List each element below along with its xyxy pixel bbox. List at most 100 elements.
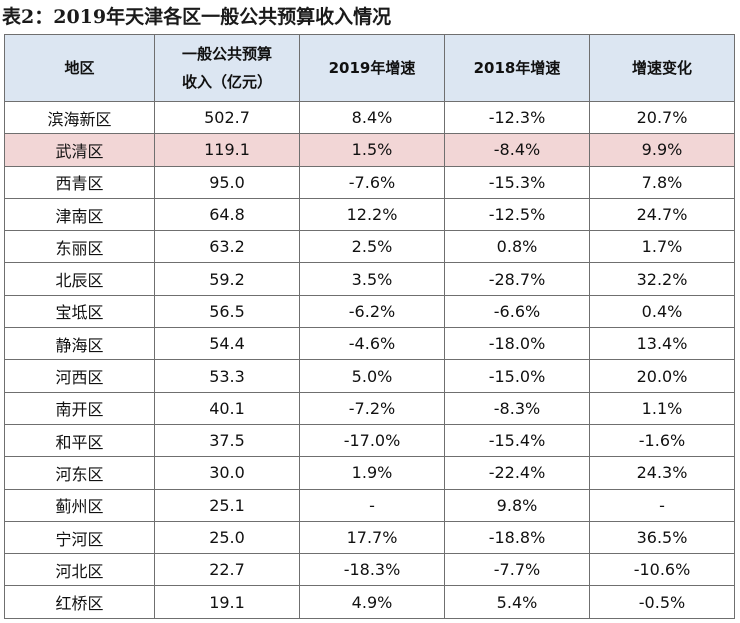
header-row: 地区 一般公共预算 收入（亿元） 2019年增速 2018年增速 增速变化	[4, 34, 735, 102]
cell-growth-2018: -15.3%	[444, 165, 590, 199]
cell-revenue: 63.2	[154, 230, 300, 264]
cell-district: 东丽区	[4, 230, 155, 264]
cell-growth-2018: -12.5%	[444, 197, 590, 232]
header-growth-2018: 2018年增速	[444, 34, 590, 102]
cell-growth-2018: -12.3%	[444, 100, 590, 135]
cell-revenue: 54.4	[154, 327, 300, 361]
cell-revenue: 59.2	[154, 262, 300, 296]
cell-growth-2019: 1.9%	[299, 456, 445, 490]
cell-growth-2018: 9.8%	[444, 488, 590, 522]
table-title: 表2：2019年天津各区一般公共预算收入情况	[2, 6, 392, 28]
table-row: 静海区 54.4 -4.6% -18.0% 13.4%	[4, 327, 735, 361]
cell-district: 北辰区	[4, 262, 155, 296]
table-row: 河西区 53.3 5.0% -15.0% 20.0%	[4, 359, 735, 393]
cell-growth-2019: 5.0%	[299, 359, 445, 393]
table-row: 河东区 30.0 1.9% -22.4% 24.3%	[4, 456, 735, 490]
cell-growth-2018: -8.4%	[444, 133, 590, 167]
cell-growth-change: -10.6%	[589, 553, 735, 587]
cell-growth-2018: 0.8%	[444, 230, 590, 264]
cell-revenue: 95.0	[154, 165, 300, 199]
cell-growth-2019: 1.5%	[299, 133, 445, 167]
cell-district: 武清区	[4, 133, 155, 167]
table-row: 北辰区 59.2 3.5% -28.7% 32.2%	[4, 262, 735, 296]
cell-growth-change: -0.5%	[589, 585, 735, 619]
header-growth-change: 增速变化	[589, 34, 735, 102]
cell-growth-2018: -22.4%	[444, 456, 590, 490]
cell-growth-2019: -18.3%	[299, 553, 445, 587]
cell-growth-2019: 17.7%	[299, 520, 445, 555]
cell-revenue: 25.0	[154, 520, 300, 555]
header-growth-2019: 2019年增速	[299, 34, 445, 102]
cell-district: 河西区	[4, 359, 155, 393]
table-row: 宝坻区 56.5 -6.2% -6.6% 0.4%	[4, 294, 735, 329]
cell-revenue: 119.1	[154, 133, 300, 167]
cell-revenue: 30.0	[154, 456, 300, 490]
cell-revenue: 40.1	[154, 391, 300, 425]
cell-growth-2019: 3.5%	[299, 262, 445, 296]
cell-growth-change: 9.9%	[589, 133, 735, 167]
cell-district: 红桥区	[4, 585, 155, 619]
cell-growth-2018: -18.8%	[444, 520, 590, 555]
cell-district: 津南区	[4, 197, 155, 232]
table-row: 武清区 119.1 1.5% -8.4% 9.9%	[4, 133, 735, 167]
cell-growth-2018: -18.0%	[444, 327, 590, 361]
table-row: 红桥区 19.1 4.9% 5.4% -0.5%	[4, 585, 735, 619]
table-row: 西青区 95.0 -7.6% -15.3% 7.8%	[4, 165, 735, 199]
cell-growth-2018: 5.4%	[444, 585, 590, 619]
table-row: 津南区 64.8 12.2% -12.5% 24.7%	[4, 197, 735, 232]
cell-growth-2019: 4.9%	[299, 585, 445, 619]
cell-growth-2018: -15.4%	[444, 423, 590, 458]
cell-revenue: 64.8	[154, 197, 300, 232]
cell-growth-2018: -6.6%	[444, 294, 590, 329]
cell-growth-change: 1.7%	[589, 230, 735, 264]
cell-growth-change: 1.1%	[589, 391, 735, 425]
cell-growth-2019: -17.0%	[299, 423, 445, 458]
cell-growth-2018: -28.7%	[444, 262, 590, 296]
cell-growth-change: -	[589, 488, 735, 522]
cell-growth-2019: -4.6%	[299, 327, 445, 361]
cell-growth-change: 36.5%	[589, 520, 735, 555]
cell-district: 西青区	[4, 165, 155, 199]
cell-district: 河北区	[4, 553, 155, 587]
table-row: 河北区 22.7 -18.3% -7.7% -10.6%	[4, 553, 735, 587]
cell-growth-2018: -8.3%	[444, 391, 590, 425]
cell-district: 滨海新区	[4, 100, 155, 135]
cell-growth-change: 20.7%	[589, 100, 735, 135]
cell-district: 静海区	[4, 327, 155, 361]
table-row: 南开区 40.1 -7.2% -8.3% 1.1%	[4, 391, 735, 425]
table-row: 东丽区 63.2 2.5% 0.8% 1.7%	[4, 230, 735, 264]
cell-revenue: 53.3	[154, 359, 300, 393]
cell-revenue: 25.1	[154, 488, 300, 522]
cell-district: 宁河区	[4, 520, 155, 555]
cell-growth-2019: -7.2%	[299, 391, 445, 425]
cell-revenue: 56.5	[154, 294, 300, 329]
header-district: 地区	[4, 34, 155, 102]
cell-growth-change: 20.0%	[589, 359, 735, 393]
cell-growth-2019: 2.5%	[299, 230, 445, 264]
revenue-table: 地区 一般公共预算 收入（亿元） 2019年增速 2018年增速 增速变化 滨海…	[4, 34, 735, 619]
cell-district: 宝坻区	[4, 294, 155, 329]
table-row: 滨海新区 502.7 8.4% -12.3% 20.7%	[4, 100, 735, 135]
cell-revenue: 502.7	[154, 100, 300, 135]
cell-growth-2019: -6.2%	[299, 294, 445, 329]
cell-growth-2018: -7.7%	[444, 553, 590, 587]
cell-revenue: 19.1	[154, 585, 300, 619]
cell-growth-2019: 8.4%	[299, 100, 445, 135]
header-revenue: 一般公共预算 收入（亿元）	[154, 34, 300, 102]
cell-district: 蓟州区	[4, 488, 155, 522]
cell-revenue: 22.7	[154, 553, 300, 587]
table-row: 宁河区 25.0 17.7% -18.8% 36.5%	[4, 520, 735, 555]
table-row: 和平区 37.5 -17.0% -15.4% -1.6%	[4, 423, 735, 458]
cell-growth-change: 13.4%	[589, 327, 735, 361]
cell-growth-change: 7.8%	[589, 165, 735, 199]
cell-district: 和平区	[4, 423, 155, 458]
cell-district: 河东区	[4, 456, 155, 490]
cell-growth-change: 24.3%	[589, 456, 735, 490]
cell-growth-2018: -15.0%	[444, 359, 590, 393]
cell-growth-change: 32.2%	[589, 262, 735, 296]
table-row: 蓟州区 25.1-9.8% -	[4, 488, 735, 522]
cell-growth-2019: 12.2%	[299, 197, 445, 232]
cell-growth-2019: -	[299, 488, 445, 522]
cell-district: 南开区	[4, 391, 155, 425]
cell-growth-2019: -7.6%	[299, 165, 445, 199]
